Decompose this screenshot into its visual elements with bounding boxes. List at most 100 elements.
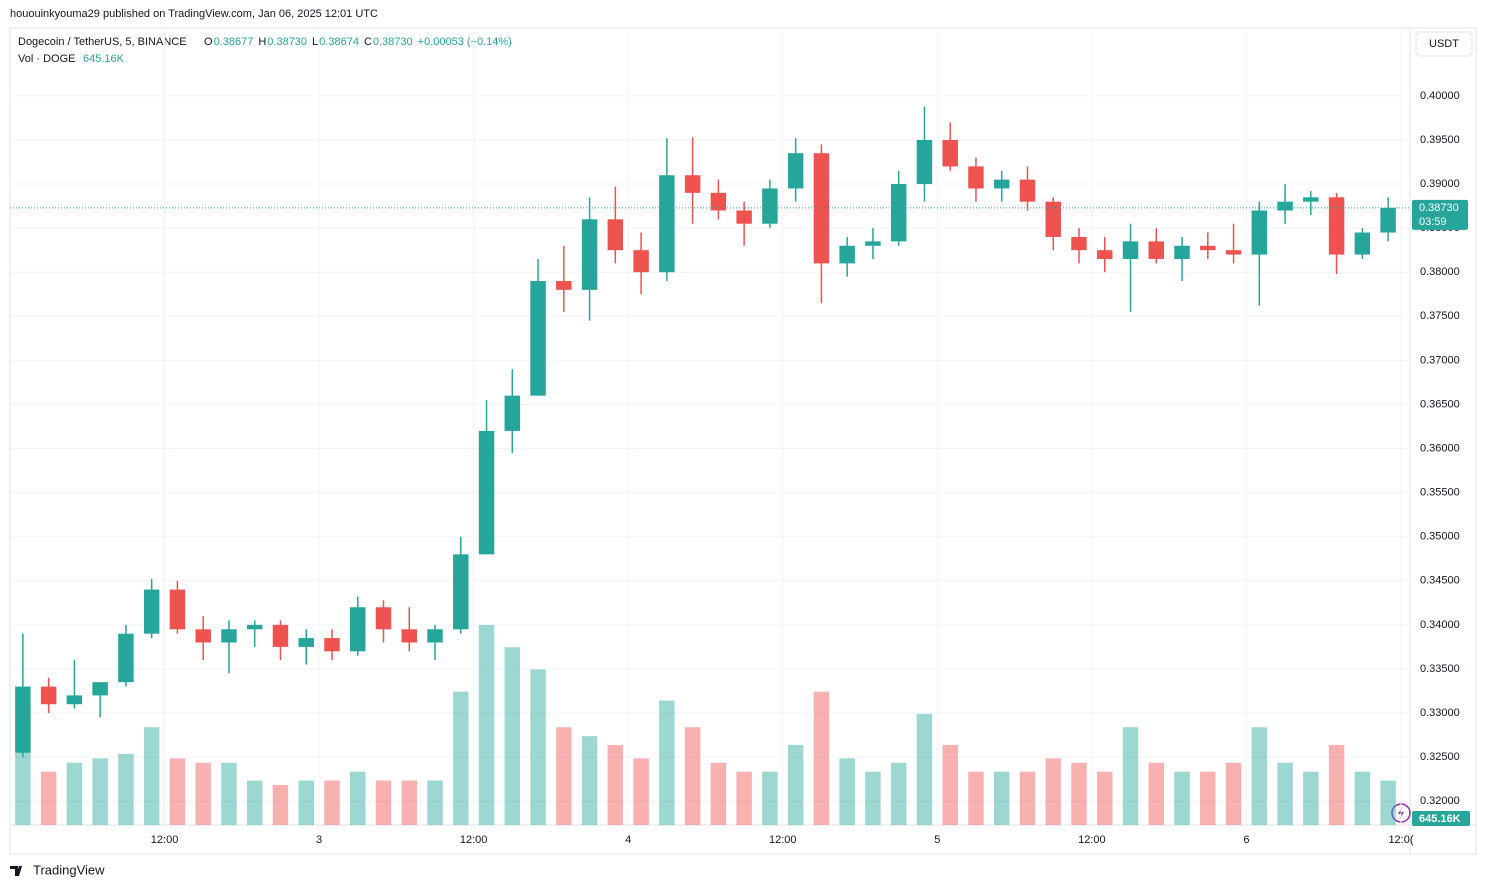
volume-bar	[1174, 771, 1190, 825]
y-tick-label: 0.33500	[1420, 663, 1460, 675]
y-tick-label: 0.36000	[1420, 442, 1460, 454]
candle-body	[530, 281, 546, 396]
candle-body	[659, 175, 675, 273]
volume-bar	[1277, 762, 1293, 825]
currency[interactable]: USDT	[1429, 38, 1459, 50]
volume-tag-label: 645.16K	[1419, 813, 1461, 825]
candle-body	[40, 686, 57, 705]
ohlc-legend: O 0.38677 H 0.38730 L 0.38674 C 0.38730 +0.00053…	[204, 36, 512, 48]
candle-body	[169, 589, 186, 630]
ohlc-key: L	[312, 36, 318, 48]
candle-body	[1122, 241, 1139, 259]
y-tick-label: 0.38000	[1420, 266, 1460, 278]
candle-body	[1251, 210, 1268, 255]
candle-body	[993, 179, 1010, 189]
grid	[10, 28, 1410, 825]
change: +0.00053 (+0.14%)	[418, 36, 512, 48]
ohlc-value: 0.38730	[373, 36, 413, 48]
x-tick-label: 12:00	[151, 834, 179, 846]
x-tick-label: 3	[316, 834, 322, 846]
candle-body	[478, 430, 495, 555]
y-tick-label: 0.39500	[1420, 134, 1460, 146]
publisher: hououinkyouma29 published on TradingView…	[10, 8, 378, 20]
volume-bar	[1354, 771, 1371, 825]
volume-bar	[118, 753, 134, 825]
y-tick-label: 0.34500	[1420, 575, 1460, 587]
candle-body	[581, 219, 598, 290]
volume-bar	[890, 762, 907, 825]
brand-logo	[10, 866, 22, 876]
candle-body	[1328, 197, 1345, 255]
volume-bar	[633, 758, 649, 825]
candle-body	[1277, 201, 1293, 211]
x-tick-label: 4	[625, 834, 631, 846]
volume-bar	[504, 647, 521, 825]
candle-body	[1097, 250, 1113, 259]
y-tick-label: 0.40000	[1420, 90, 1460, 102]
candle-body	[1174, 245, 1190, 259]
volume-value: 645.16K	[83, 53, 125, 65]
countdown: 03:59	[1419, 216, 1447, 228]
volume-bar	[195, 762, 211, 825]
volume-bar	[453, 691, 469, 825]
volume-bar	[1251, 727, 1268, 825]
candle-body	[839, 245, 855, 264]
candle-body	[66, 695, 83, 705]
candle-body	[221, 629, 237, 643]
candle-body	[1071, 236, 1087, 251]
volume-bar	[375, 780, 392, 825]
y-tick-label: 0.35000	[1420, 531, 1460, 543]
ohlc-key: H	[258, 36, 266, 48]
candle-body	[15, 686, 31, 753]
candle-body	[633, 250, 649, 273]
volume-bar	[530, 669, 546, 825]
candle-body	[684, 175, 701, 193]
ohlc-value: 0.38674	[319, 36, 359, 48]
currency-button[interactable]	[1415, 31, 1473, 57]
candle-body	[1303, 197, 1319, 202]
volume-bar	[40, 771, 57, 825]
volume-bar	[1045, 758, 1061, 825]
y-tick-label: 0.36500	[1420, 398, 1460, 410]
volume-bar	[1148, 762, 1165, 825]
x-tick-label: 12:00	[460, 834, 488, 846]
x-tick-label: 12:00	[769, 834, 797, 846]
x-tick-label: 12:0(	[1388, 834, 1413, 846]
candle-body	[1019, 179, 1036, 202]
candle-body	[504, 395, 521, 431]
candle-body	[375, 607, 392, 630]
volume-bar	[427, 780, 443, 825]
volume-bar	[736, 771, 752, 825]
volume-bar	[942, 745, 958, 825]
x-tick-label: 12:00	[1078, 834, 1106, 846]
candle-body	[942, 139, 958, 167]
ohlc-key: C	[364, 36, 372, 48]
volume-bar	[272, 785, 289, 825]
candle-body	[762, 188, 778, 224]
candle-body	[710, 192, 727, 211]
y-tick-label: 0.37000	[1420, 354, 1460, 366]
brand: TradingView	[33, 862, 105, 877]
volume-bar	[350, 771, 366, 825]
volume-bar	[762, 771, 778, 825]
last-price-tag	[1412, 199, 1468, 230]
volume-bar	[607, 745, 624, 825]
y-tick-label: 0.37500	[1420, 310, 1460, 322]
candle-body	[401, 629, 417, 643]
volume-bar	[1097, 771, 1113, 825]
volume-bar	[839, 758, 855, 825]
candle-body	[736, 210, 752, 224]
candle-body	[298, 638, 314, 647]
volume-bar	[993, 771, 1010, 825]
candle-body	[1200, 245, 1216, 251]
y-tick-label: 0.34000	[1420, 619, 1460, 631]
x-tick-label: 6	[1243, 834, 1249, 846]
candle-body	[195, 629, 211, 643]
volume-bar	[916, 713, 933, 825]
y-tick-label: 0.33000	[1420, 707, 1460, 719]
candle-body	[1148, 241, 1165, 259]
candle-body	[1225, 250, 1242, 255]
volume-tag	[1412, 811, 1470, 826]
candle-body	[324, 638, 340, 652]
